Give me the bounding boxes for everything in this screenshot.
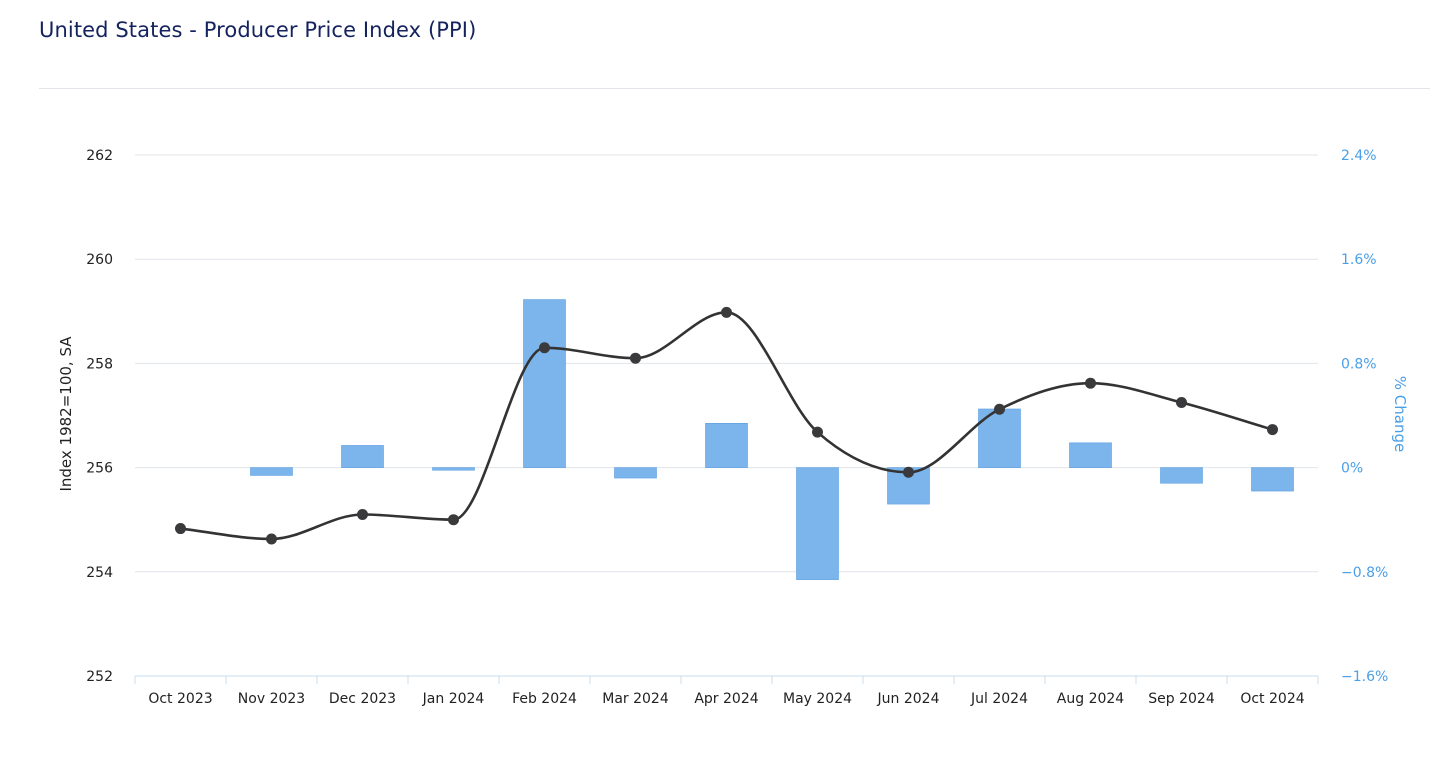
line-point xyxy=(266,533,277,545)
right-axis-title: % Change xyxy=(1391,376,1409,452)
line-point xyxy=(903,466,914,478)
x-tick-label: Mar 2024 xyxy=(602,691,669,707)
bar xyxy=(432,467,475,471)
bar-series xyxy=(250,299,1294,580)
line-point xyxy=(630,352,641,364)
bar xyxy=(887,467,930,505)
bar xyxy=(614,467,657,479)
left-tick-label: 262 xyxy=(86,148,113,164)
x-tick-label: Oct 2023 xyxy=(148,691,212,707)
line-point xyxy=(812,426,823,438)
line-point xyxy=(721,306,732,318)
bar xyxy=(523,299,566,468)
x-tick-label: Jul 2024 xyxy=(970,691,1028,707)
chart-title: United States - Producer Price Index (PP… xyxy=(39,18,477,42)
bar xyxy=(1069,442,1112,468)
bar xyxy=(705,423,748,468)
line-point xyxy=(1085,377,1096,389)
left-tick-label: 252 xyxy=(86,669,113,685)
x-tick-label: May 2024 xyxy=(783,691,852,707)
line-point xyxy=(539,342,550,354)
right-tick-label: 0% xyxy=(1341,461,1363,477)
line-point xyxy=(1176,396,1187,408)
line-point xyxy=(448,514,459,526)
left-tick-label: 260 xyxy=(86,252,113,268)
x-tick-label: Jan 2024 xyxy=(422,691,485,707)
right-tick-label: −1.6% xyxy=(1341,669,1388,685)
x-tick-label: Dec 2023 xyxy=(329,691,396,707)
line-point xyxy=(994,403,1005,415)
bar xyxy=(1251,467,1294,492)
right-tick-label: 0.8% xyxy=(1341,356,1377,372)
x-tick-label: Aug 2024 xyxy=(1057,691,1125,707)
x-tick-label: Sep 2024 xyxy=(1148,691,1215,707)
grid-lines xyxy=(135,154,1318,677)
left-tick-label: 256 xyxy=(86,461,113,477)
right-axis-ticks: −1.6% −0.8% 0% 0.8% 1.6% 2.4% xyxy=(1341,148,1388,685)
right-tick-label: 1.6% xyxy=(1341,252,1377,268)
left-axis-ticks: 252 254 256 258 260 262 xyxy=(86,148,113,685)
title-divider xyxy=(39,88,1430,89)
bar xyxy=(1160,467,1203,484)
bar xyxy=(341,445,384,468)
left-axis-title: Index 1982=100, SA xyxy=(57,336,75,492)
bar xyxy=(250,467,293,476)
right-tick-label: −0.8% xyxy=(1341,565,1388,581)
x-tick-label: Jun 2024 xyxy=(877,691,940,707)
bar xyxy=(796,467,839,580)
line-points xyxy=(175,306,1278,545)
line-point xyxy=(175,523,186,535)
x-tick-label: Feb 2024 xyxy=(512,691,577,707)
line-point xyxy=(1267,424,1278,436)
line-point xyxy=(357,508,368,520)
x-tick-label: Nov 2023 xyxy=(238,691,305,707)
x-axis-ticks: Oct 2023 Nov 2023 Dec 2023 Jan 2024 Feb 2024… xyxy=(134,676,1319,707)
right-tick-label: 2.4% xyxy=(1341,148,1377,164)
left-tick-label: 254 xyxy=(86,565,113,581)
x-tick-label: Apr 2024 xyxy=(694,691,758,707)
x-tick-label: Oct 2024 xyxy=(1240,691,1304,707)
left-tick-label: 258 xyxy=(86,356,113,372)
